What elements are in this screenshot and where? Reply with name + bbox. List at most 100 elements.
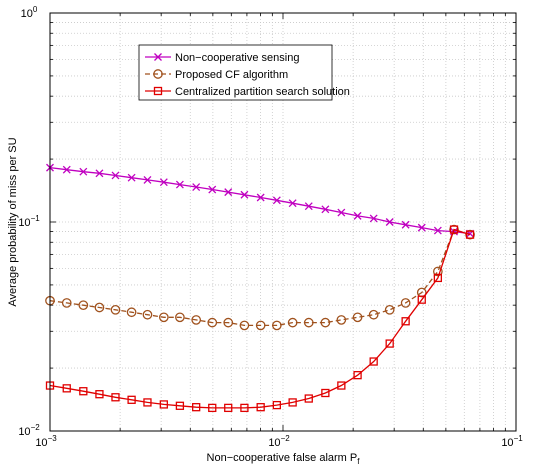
series-1-point [192, 183, 201, 191]
y-tick-label-base: 10 [21, 8, 33, 20]
x-tick-label: 10−3 [35, 434, 57, 449]
series-2-point [239, 320, 250, 331]
series-1-point [433, 226, 442, 235]
series-3-point [288, 398, 297, 407]
series-3-point [369, 357, 378, 366]
series-3-point [337, 381, 346, 390]
x-marker-stroke [433, 226, 442, 235]
x-tick-label-base: 10 [268, 437, 280, 449]
x-marker-stroke [321, 205, 330, 214]
y-tick-label-base: 10 [18, 426, 30, 438]
x-marker-stroke [192, 183, 201, 191]
series-3-point [240, 403, 249, 413]
axis-ticks [49, 12, 517, 432]
y-tick-label-exponent: 0 [33, 5, 38, 14]
series-2-point [368, 309, 379, 320]
series-2-point [142, 309, 153, 320]
legend-item: Proposed CF algorithm [145, 69, 288, 81]
y-tick-label-base: 10 [18, 217, 30, 229]
legend-label: Centralized partition search solution [175, 86, 350, 98]
x-marker-stroke [353, 211, 362, 220]
series-1-point [159, 178, 168, 187]
x-marker-stroke [385, 218, 394, 226]
series-2-point [207, 317, 218, 328]
series-3-point [143, 398, 152, 407]
series-2-point [303, 317, 314, 328]
y-axis-label: Average probability of miss per SU [7, 137, 19, 306]
series-1-point [321, 205, 330, 214]
x-marker-stroke [127, 173, 136, 182]
series-3-point [224, 403, 233, 413]
series-1-point [62, 165, 71, 174]
legend-box [138, 44, 333, 101]
x-marker-stroke [417, 223, 426, 232]
series-3 [45, 225, 475, 413]
x-marker-stroke [224, 188, 233, 197]
x-tick-label-exponent: −3 [48, 434, 58, 443]
series-2-point [271, 320, 282, 331]
series-3-point [417, 295, 426, 304]
x-tick-label: 10−2 [268, 434, 290, 449]
series-3-point [79, 387, 88, 396]
x-marker-stroke [288, 199, 297, 208]
series-1-point [79, 167, 88, 176]
series-3-point [304, 394, 313, 403]
x-tick-label-exponent: −1 [514, 434, 524, 443]
legend-item: Non−cooperative sensing [145, 52, 299, 64]
series-1-point [385, 218, 394, 226]
series-1-point [417, 223, 426, 232]
x-axis-label: Non−cooperative false alarm Pf [207, 452, 361, 466]
series-1-point [154, 53, 162, 61]
x-marker-stroke [143, 175, 152, 184]
legend-item: Centralized partition search solution [145, 86, 350, 98]
series-1-point [208, 185, 217, 194]
series-3-point [95, 390, 104, 399]
x-marker-stroke [272, 196, 281, 205]
series-layer [45, 163, 475, 413]
x-marker-stroke [95, 169, 104, 178]
series-1 [46, 163, 475, 238]
series-3-line [49, 228, 471, 409]
x-marker-stroke [208, 185, 217, 194]
series-2-point [352, 312, 363, 323]
series-2-point [223, 317, 234, 328]
series-3-point [175, 401, 185, 410]
series-2-line [49, 228, 471, 327]
series-2-point [400, 298, 411, 308]
x-marker-stroke [304, 202, 313, 211]
series-1-point [143, 175, 152, 184]
x-marker-stroke [240, 190, 249, 199]
series-3-point [208, 403, 217, 413]
x-tick-label: 10−1 [501, 434, 523, 449]
series-2-point [175, 312, 185, 323]
series-2-point [110, 304, 121, 315]
x-axis-label-subscript: f [357, 457, 360, 466]
series-2-point [449, 224, 459, 235]
y-tick-label: 100 [21, 5, 38, 20]
series-3-point [159, 400, 168, 409]
series-1-point [224, 188, 233, 197]
series-2-point [320, 317, 331, 328]
series-2-point [191, 315, 202, 325]
series-3-point [256, 403, 265, 412]
series-1-point [272, 196, 281, 205]
series-2-point [126, 307, 137, 318]
series-3-point [449, 225, 459, 234]
series-1-point [256, 193, 265, 202]
series-3-point [111, 393, 120, 402]
series-3-point [321, 388, 330, 398]
series-1-point [369, 214, 378, 223]
series-3-point [272, 400, 281, 410]
x-marker-stroke [159, 178, 168, 187]
x-marker-stroke [79, 167, 88, 176]
series-3-point [353, 371, 362, 380]
series-1-point [304, 202, 313, 211]
series-3-point [465, 230, 475, 239]
series-3-point [192, 403, 201, 412]
x-tick-label-base: 10 [35, 437, 47, 449]
series-1-point [95, 169, 104, 178]
series-2-point [94, 302, 105, 313]
series-1-point [240, 190, 249, 199]
series-3-point [62, 384, 71, 393]
